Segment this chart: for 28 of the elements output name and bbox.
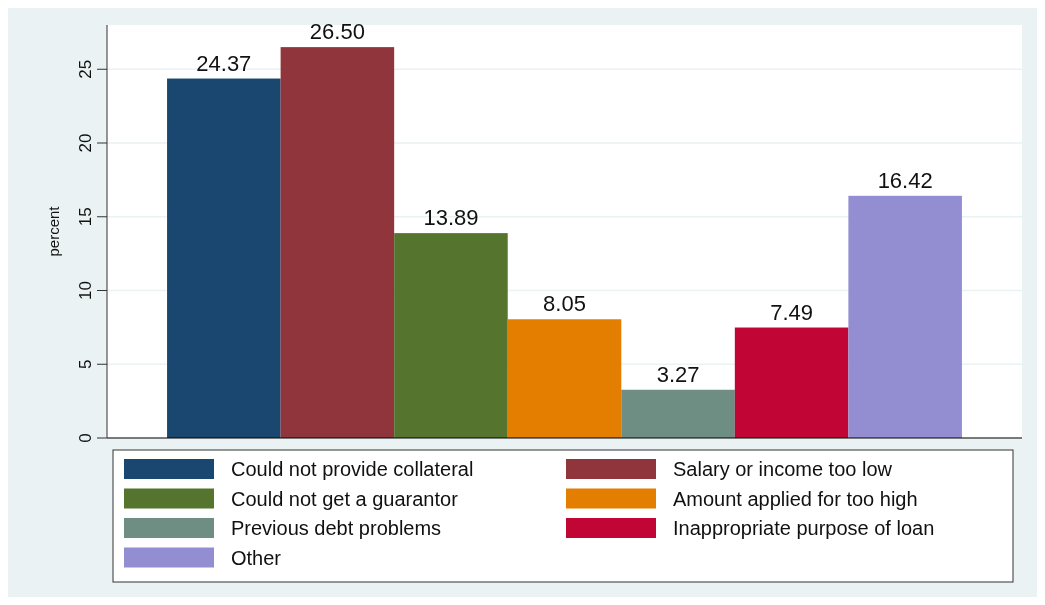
bar	[848, 195, 962, 438]
data-label: 7.49	[770, 299, 814, 325]
legend-label: Other	[231, 546, 282, 569]
legend-label: Amount applied for too high	[673, 487, 918, 510]
bar	[621, 389, 735, 438]
data-label: 26.50	[309, 19, 365, 45]
y-tick-label: 15	[76, 207, 95, 227]
y-axis-title: percent	[45, 205, 62, 257]
legend-label: Inappropriate purpose of loan	[673, 517, 935, 539]
bar	[507, 319, 622, 438]
bar	[734, 327, 849, 438]
data-label: 8.05	[543, 291, 586, 317]
data-label: 24.37	[196, 50, 252, 76]
data-label: 16.42	[877, 167, 933, 193]
y-tick-label: 0	[76, 433, 95, 443]
legend-label: Salary or income too low	[673, 458, 893, 480]
data-label: 3.27	[656, 361, 700, 387]
legend-label: Could not get a guarantor	[231, 487, 459, 510]
y-tick-label: 25	[76, 59, 95, 79]
legend-label: Previous debt problems	[231, 517, 442, 539]
bar	[394, 233, 508, 438]
legend-label: Could not provide collateral	[231, 458, 474, 480]
bar	[280, 47, 395, 438]
data-label: 13.89	[423, 205, 479, 231]
y-tick-label: 20	[76, 133, 95, 153]
bar	[167, 78, 281, 438]
y-tick-label: 10	[76, 281, 95, 300]
y-tick-label: 5	[76, 359, 95, 369]
